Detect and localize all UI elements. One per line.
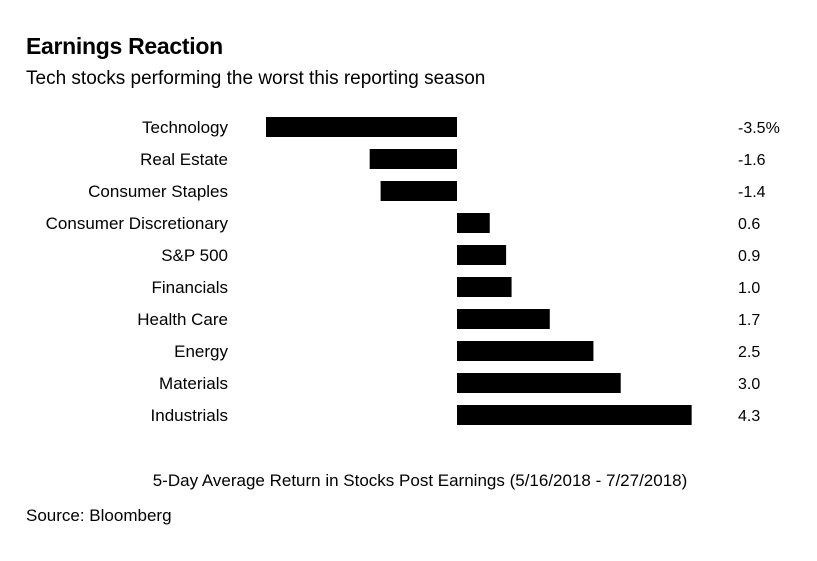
category-label-consumer-staples: Consumer Staples xyxy=(88,182,228,201)
value-label-technology: -3.5% xyxy=(738,120,780,137)
value-label-energy: 2.5 xyxy=(738,344,760,361)
category-label-health-care: Health Care xyxy=(137,310,228,329)
bar-consumer-staples xyxy=(380,181,457,201)
category-label-financials: Financials xyxy=(151,278,228,297)
bar-technology xyxy=(266,117,457,137)
value-label-industrials: 4.3 xyxy=(738,408,760,425)
chart-subtitle: Tech stocks performing the worst this re… xyxy=(26,68,486,89)
value-label-real-estate: -1.6 xyxy=(738,152,766,169)
category-label-industrials: Industrials xyxy=(151,406,228,425)
source-note: Source: Bloomberg xyxy=(26,506,172,525)
category-label-technology: Technology xyxy=(142,118,229,137)
value-label-consumer-discretionary: 0.6 xyxy=(738,216,760,233)
chart-title: Earnings Reaction xyxy=(26,33,223,59)
bar-energy xyxy=(457,341,594,361)
category-label-energy: Energy xyxy=(174,342,228,361)
category-label-consumer-discretionary: Consumer Discretionary xyxy=(46,214,229,233)
bar-industrials xyxy=(457,405,692,425)
value-label-materials: 3.0 xyxy=(738,376,760,393)
bar-real-estate xyxy=(369,149,457,169)
category-label-sandp-500: S&P 500 xyxy=(161,246,228,265)
value-label-sandp-500: 0.9 xyxy=(738,248,760,265)
x-axis-label: 5-Day Average Return in Stocks Post Earn… xyxy=(152,471,688,490)
value-label-health-care: 1.7 xyxy=(738,312,760,329)
value-label-consumer-staples: -1.4 xyxy=(738,184,766,201)
value-label-financials: 1.0 xyxy=(738,280,760,297)
bar-chart: Technology -3.5% Real Estate -1.6 Consumer S… xyxy=(46,117,780,425)
bar-financials xyxy=(457,277,512,297)
bar-health-care xyxy=(457,309,550,329)
bar-consumer-discretionary xyxy=(457,213,490,233)
category-label-real-estate: Real Estate xyxy=(140,150,228,169)
bar-materials xyxy=(457,373,621,393)
bar-sandp-500 xyxy=(457,245,507,265)
category-label-materials: Materials xyxy=(159,374,228,393)
